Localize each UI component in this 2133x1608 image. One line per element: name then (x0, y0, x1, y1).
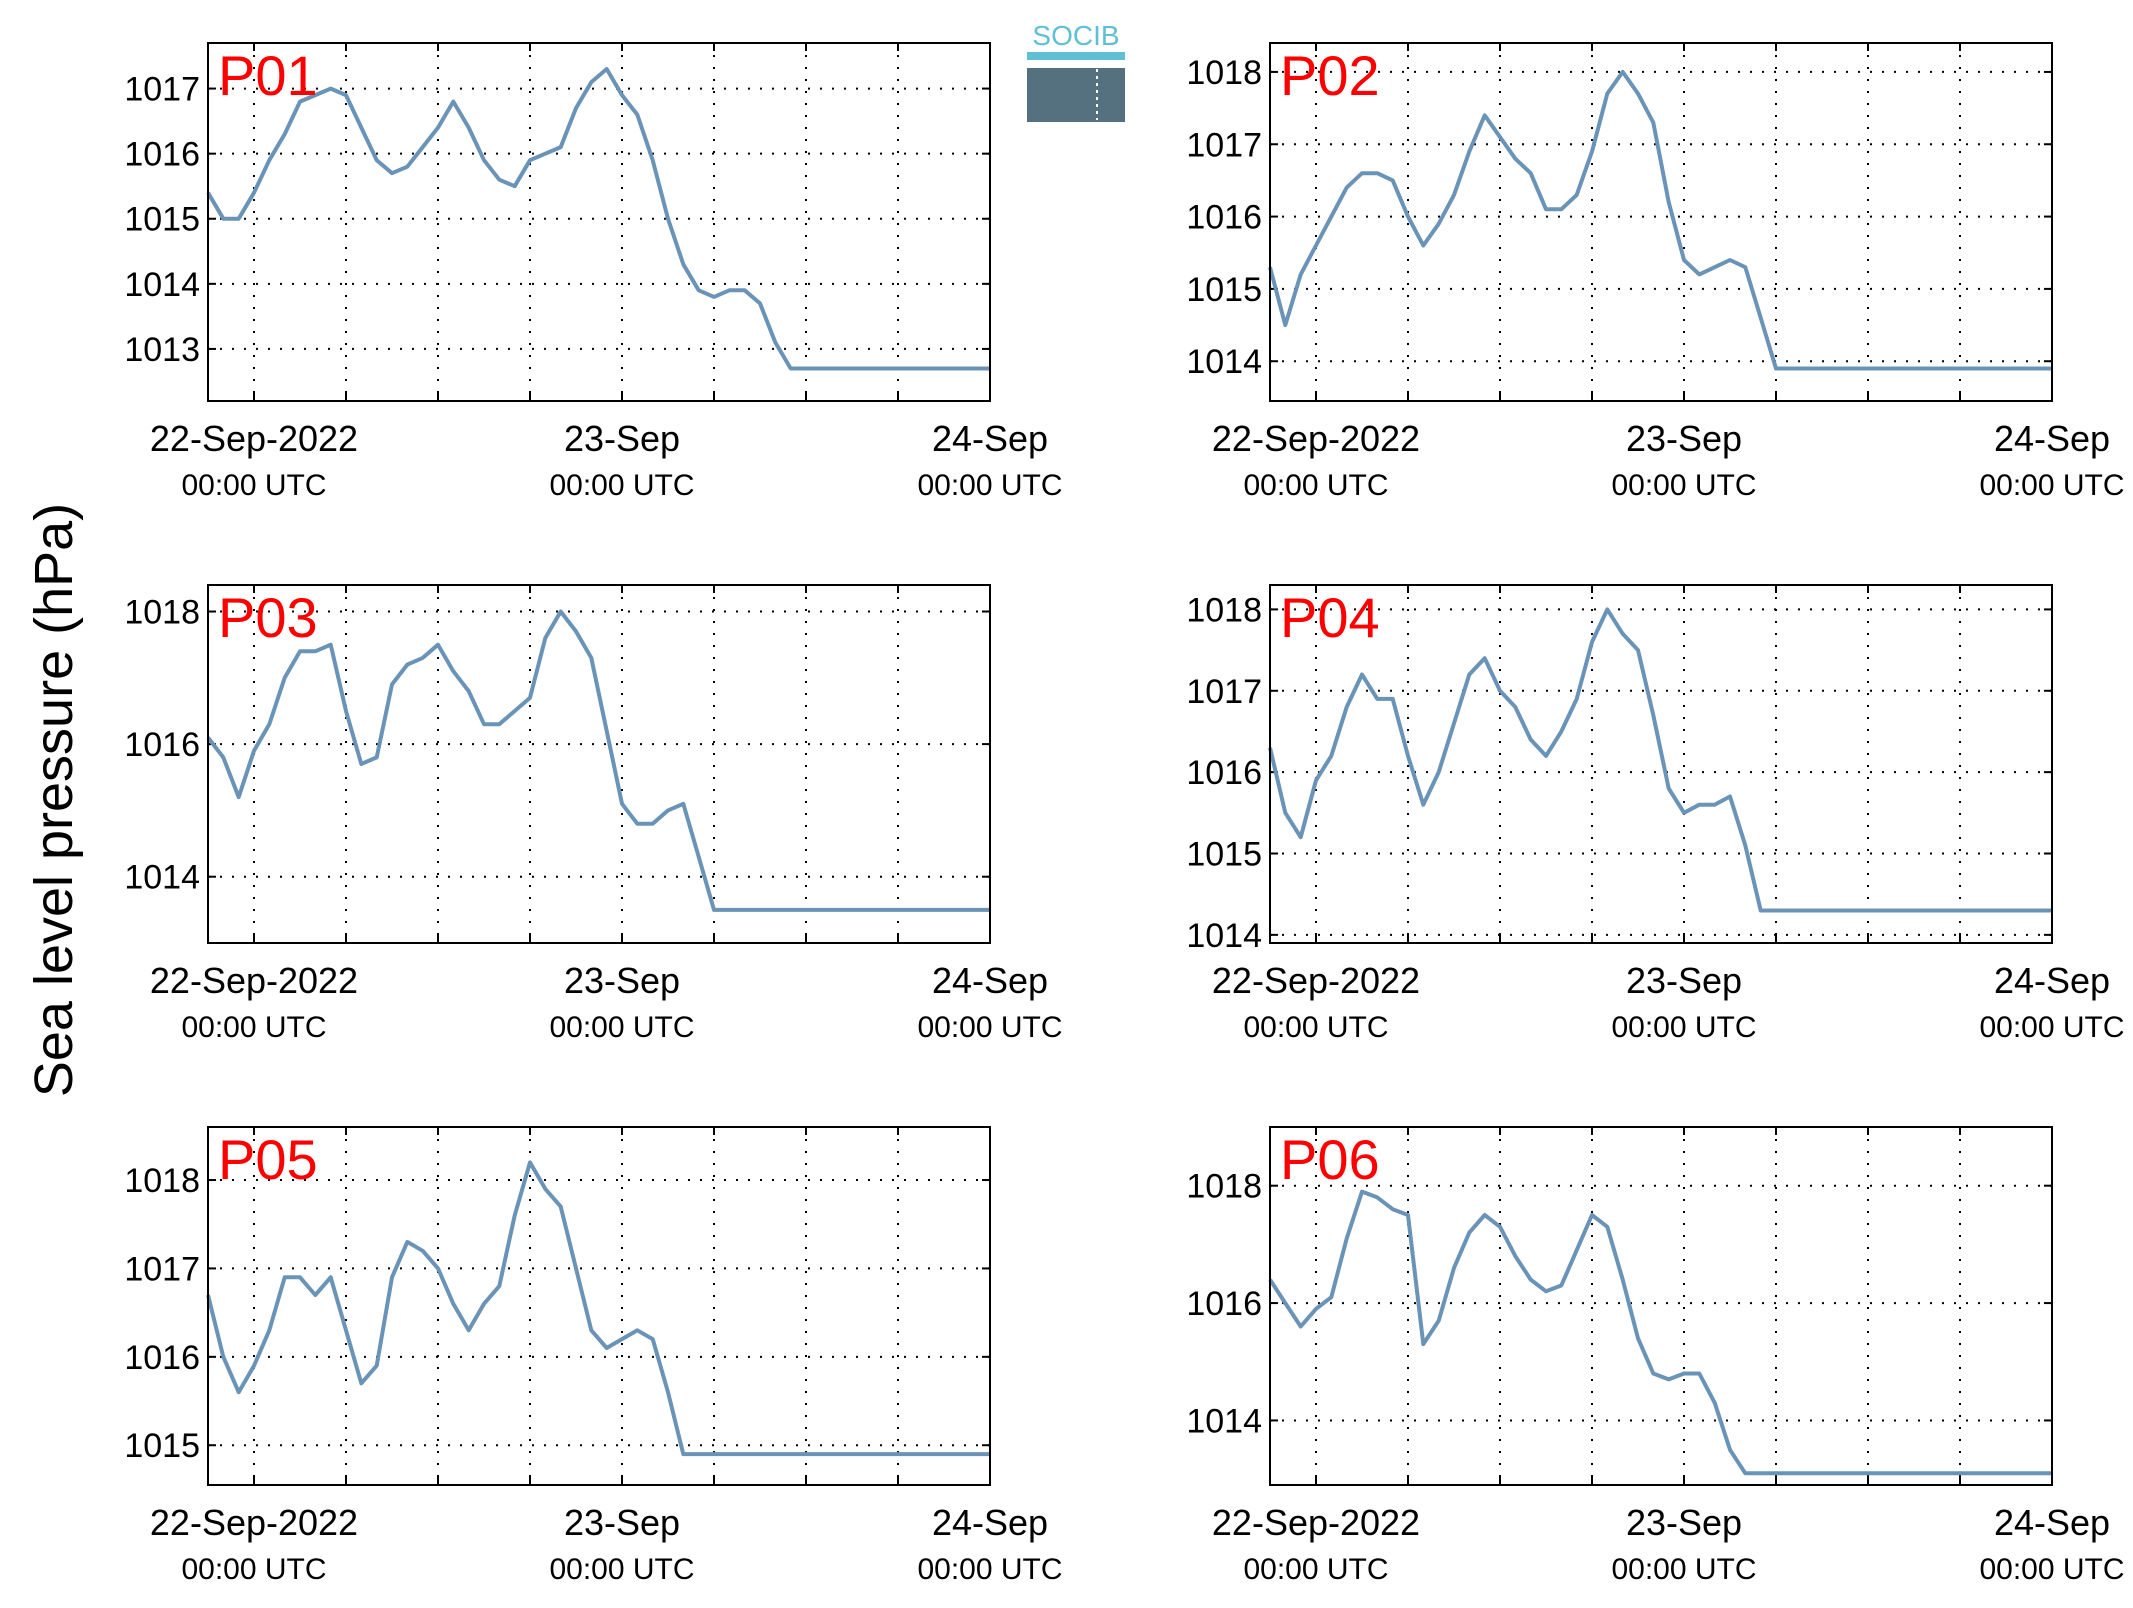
y-tick-label: 1017 (1186, 126, 1262, 164)
y-tick-label: 1018 (124, 1162, 200, 1200)
y-tick-label: 1014 (1186, 343, 1262, 381)
x-tick-date: 22-Sep-2022 (1212, 960, 1420, 1001)
x-tick-date: 24-Sep (1994, 418, 2110, 459)
y-tick-label: 1016 (124, 136, 200, 174)
axes-frame (207, 584, 991, 944)
y-tick-label: 1016 (124, 726, 200, 764)
y-tick-label: 1014 (1186, 917, 1262, 955)
x-tick-time: 00:00 UTC (181, 1011, 326, 1044)
panel-label: P06 (1280, 1128, 1380, 1191)
y-tick-label: 1015 (1186, 271, 1262, 309)
y-tick-label: 1016 (124, 1339, 200, 1377)
panel-label: P03 (218, 586, 318, 649)
x-tick-time: 00:00 UTC (1979, 1011, 2124, 1044)
x-tick-date: 23-Sep (564, 418, 680, 459)
y-tick-label: 1015 (1186, 836, 1262, 874)
x-tick-time: 00:00 UTC (549, 1553, 694, 1586)
y-tick-label: 1014 (124, 266, 200, 304)
x-tick-time: 00:00 UTC (549, 469, 694, 502)
socib-logo: SOCIB (1027, 20, 1125, 122)
panel-p01: 1013 1014 1015 1016 1017 P01 22-Sep-2022 00:00 … (124, 42, 1063, 502)
x-tick-date: 24-Sep (1994, 1502, 2110, 1543)
y-tick-label: 1017 (124, 1250, 200, 1288)
panel-label: P04 (1280, 586, 1380, 649)
panel-p05: 1015 1016 1017 1018 P05 22-Sep-2022 00:00 UTC 2… (124, 1126, 1063, 1586)
y-tick-label: 1017 (1186, 673, 1262, 711)
x-tick-date: 23-Sep (1626, 418, 1742, 459)
x-tick-time: 00:00 UTC (1243, 469, 1388, 502)
y-tick-label: 1016 (1186, 1285, 1262, 1323)
x-tick-time: 00:00 UTC (917, 1011, 1062, 1044)
panel-label: P01 (218, 44, 318, 107)
axes-frame (207, 1126, 991, 1486)
x-tick-time: 00:00 UTC (1611, 1011, 1756, 1044)
panel-p06: 1014 1016 1018 P06 22-Sep-2022 00:00 UTC 23-Se… (1186, 1126, 2125, 1586)
x-tick-date: 23-Sep (564, 960, 680, 1001)
x-tick-date: 23-Sep (1626, 960, 1742, 1001)
x-tick-time: 00:00 UTC (181, 1553, 326, 1586)
y-tick-label: 1015 (124, 201, 200, 239)
panel-label: P02 (1280, 44, 1380, 107)
series-line-p03 (206, 609, 990, 912)
y-tick-label: 1014 (1186, 1402, 1262, 1440)
x-tick-time: 00:00 UTC (1611, 469, 1756, 502)
panel-p04: 1014 1015 1016 1017 1018 P04 22-Sep-2022 00:00 … (1186, 584, 2125, 1044)
y-axis-label: Sea level pressure (hPa) (24, 503, 84, 1097)
y-tick-label: 1017 (124, 71, 200, 109)
x-tick-time: 00:00 UTC (1611, 1553, 1756, 1586)
x-tick-time: 00:00 UTC (1979, 469, 2124, 502)
y-tick-label: 1013 (124, 331, 200, 369)
x-tick-date: 22-Sep-2022 (1212, 1502, 1420, 1543)
y-tick-label: 1018 (1186, 1168, 1262, 1206)
axes-frame (1269, 584, 2053, 944)
axes-frame (207, 42, 991, 402)
y-tick-label: 1018 (1186, 54, 1262, 92)
series-line-p05 (206, 1160, 990, 1457)
x-tick-date: 23-Sep (564, 1502, 680, 1543)
axes-frame (1269, 42, 2053, 402)
y-tick-label: 1018 (124, 594, 200, 632)
x-tick-date: 24-Sep (932, 960, 1048, 1001)
series-line-p04 (1268, 607, 2052, 913)
y-tick-label: 1016 (1186, 199, 1262, 237)
x-tick-date: 22-Sep-2022 (150, 1502, 358, 1543)
y-tick-label: 1018 (1186, 591, 1262, 629)
x-tick-time: 00:00 UTC (1243, 1011, 1388, 1044)
x-tick-date: 24-Sep (1994, 960, 2110, 1001)
x-tick-date: 22-Sep-2022 (150, 418, 358, 459)
y-tick-label: 1016 (1186, 754, 1262, 792)
x-tick-time: 00:00 UTC (181, 469, 326, 502)
x-tick-date: 22-Sep-2022 (1212, 418, 1420, 459)
y-tick-label: 1015 (124, 1427, 200, 1465)
x-tick-date: 24-Sep (932, 418, 1048, 459)
series-line-p01 (206, 67, 990, 371)
logo-text: SOCIB (1032, 20, 1119, 51)
x-tick-time: 00:00 UTC (549, 1011, 694, 1044)
panel-p02: 1014 1015 1016 1017 1018 P02 22-Sep-2022 00:00 … (1186, 42, 2125, 502)
x-tick-time: 00:00 UTC (917, 469, 1062, 502)
axes-frame (1269, 1126, 2053, 1486)
x-tick-date: 24-Sep (932, 1502, 1048, 1543)
x-tick-date: 22-Sep-2022 (150, 960, 358, 1001)
x-tick-time: 00:00 UTC (917, 1553, 1062, 1586)
series-line-p06 (1268, 1189, 2052, 1476)
x-tick-time: 00:00 UTC (1243, 1553, 1388, 1586)
series-line-p02 (1268, 69, 2052, 371)
y-tick-label: 1014 (124, 859, 200, 897)
panel-p03: 1014 1016 1018 P03 22-Sep-2022 00:00 UTC 23-Se… (124, 584, 1063, 1044)
panel-label: P05 (218, 1128, 318, 1191)
x-tick-date: 23-Sep (1626, 1502, 1742, 1543)
x-tick-time: 00:00 UTC (1979, 1553, 2124, 1586)
